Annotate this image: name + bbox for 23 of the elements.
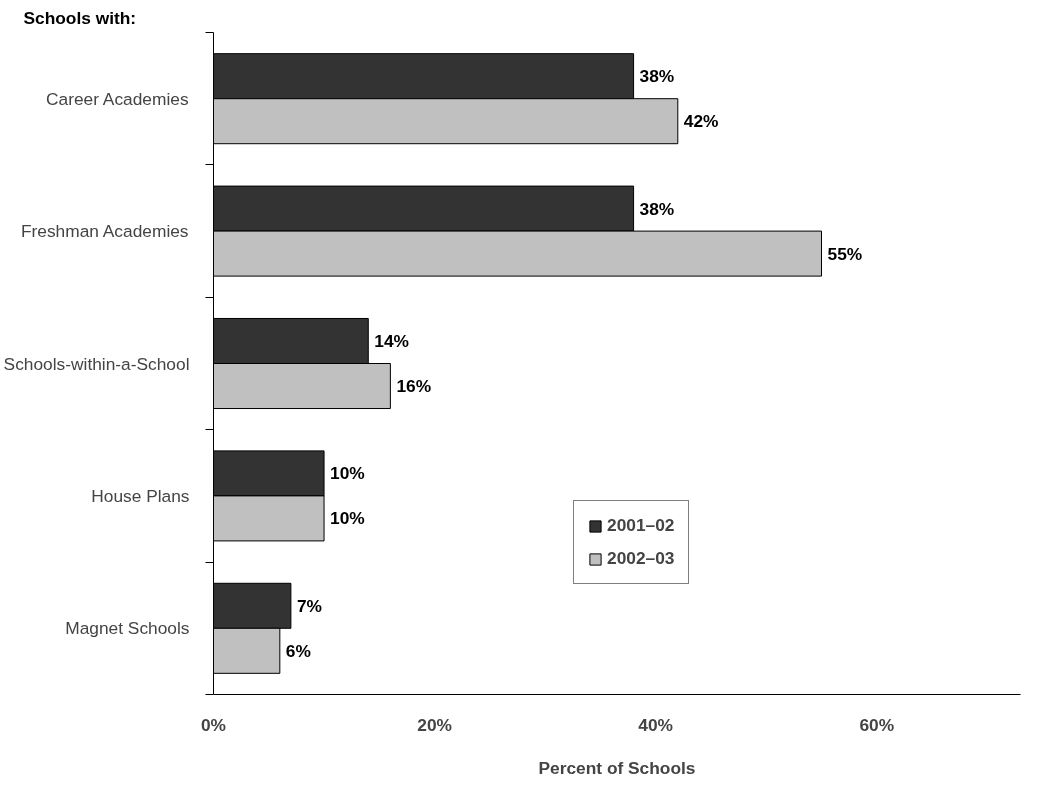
y-tick-label: Magnet Schools: [65, 618, 190, 639]
legend-label: 2002–03: [607, 548, 675, 569]
data-label: 6%: [285, 640, 311, 661]
data-label: 42%: [683, 111, 719, 132]
x-axis-title: Percent of Schools: [538, 757, 696, 778]
data-label: 7%: [296, 595, 322, 616]
x-tick-label: 0%: [200, 714, 227, 735]
y-tick-label: House Plans: [91, 485, 190, 506]
y-tick-label: Schools-within-a-School: [3, 353, 190, 374]
x-tick-label: 20%: [417, 714, 452, 735]
legend-label: 2001–02: [607, 515, 675, 536]
y-tick-label: Career Academies: [46, 88, 189, 109]
data-label: 38%: [639, 66, 675, 87]
x-tick-label: 40%: [638, 714, 674, 735]
text: Schools with:: [23, 7, 137, 28]
data-label: 10%: [330, 463, 365, 484]
x-tick-label: 60%: [859, 714, 895, 735]
y-tick-label: Freshman Academies: [20, 221, 189, 242]
data-label: 38%: [639, 198, 675, 219]
data-label: 16%: [396, 376, 432, 397]
data-label: 10%: [330, 508, 365, 529]
data-label: 55%: [827, 243, 863, 264]
data-label: 14%: [374, 330, 409, 351]
